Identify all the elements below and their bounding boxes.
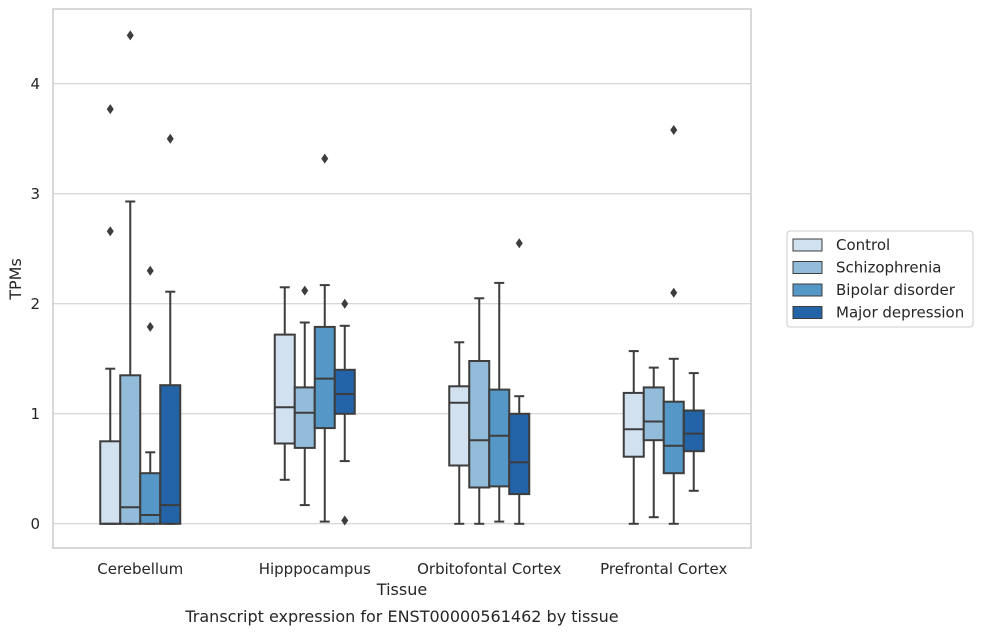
- x-tick-label: Hipppocampus: [259, 560, 371, 578]
- box-schizophrenia: [642, 366, 665, 519]
- box-body: [662, 400, 685, 475]
- outlier-marker: [301, 285, 309, 296]
- box-body: [682, 409, 705, 453]
- y-tick-label: 0: [30, 515, 40, 533]
- box-body: [119, 374, 142, 525]
- box-groups: [99, 30, 705, 526]
- outlier-marker: [106, 226, 114, 237]
- box-bipolar-disorder: [488, 281, 511, 523]
- outlier-marker: [670, 125, 678, 135]
- box-schizophrenia: [293, 285, 316, 507]
- y-tick-label: 4: [30, 75, 40, 93]
- outlier-marker: [146, 265, 154, 276]
- legend-frame: [786, 230, 974, 328]
- outlier-marker: [321, 153, 329, 164]
- box-schizophrenia: [468, 297, 491, 525]
- box-body: [139, 472, 162, 525]
- legend-label: Bipolar disorder: [836, 281, 956, 299]
- x-tick-label: Cerebellum: [97, 560, 183, 578]
- outlier-marker: [670, 287, 678, 298]
- legend-label: Major depression: [836, 304, 964, 322]
- outlier-marker: [106, 104, 114, 115]
- y-tick-label: 1: [30, 405, 40, 423]
- outlier-marker: [146, 321, 154, 332]
- box-control: [99, 104, 122, 525]
- box-body: [159, 384, 182, 525]
- box-body: [293, 386, 316, 449]
- x-tick-label: Prefrontal Cortex: [600, 560, 727, 578]
- box-body: [642, 386, 665, 442]
- chart-caption: Transcript expression for ENST0000056146…: [184, 607, 618, 626]
- box-body: [333, 368, 356, 415]
- y-tick-label: 2: [30, 295, 40, 313]
- gridlines: [53, 83, 751, 525]
- box-bipolar-disorder: [662, 125, 685, 525]
- box-body: [488, 388, 511, 488]
- outlier-marker: [166, 133, 174, 144]
- x-tick-label: Orbitofontal Cortex: [417, 560, 561, 578]
- legend-swatch: [792, 261, 823, 274]
- legend: Control Schizophrenia Bipolar disorder Majo…: [786, 230, 974, 328]
- box-major-depression: [333, 298, 356, 526]
- box-bipolar-disorder: [139, 265, 162, 525]
- outlier-marker: [515, 238, 523, 249]
- legend-label: Schizophrenia: [836, 259, 941, 277]
- y-tick-label: 3: [30, 185, 40, 203]
- legend-swatch: [792, 283, 823, 297]
- box-body: [508, 412, 531, 496]
- box-body: [448, 385, 471, 467]
- outlier-marker: [341, 515, 349, 526]
- box-control: [448, 341, 471, 525]
- plot-frame: [52, 8, 752, 549]
- box-body: [313, 325, 336, 430]
- y-axis-title: TPMs: [6, 258, 25, 301]
- box-schizophrenia: [119, 30, 142, 525]
- outlier-marker: [341, 298, 349, 309]
- legend-swatch: [792, 238, 823, 252]
- box-body: [273, 333, 296, 445]
- box-major-depression: [508, 238, 531, 525]
- legend-label: Control: [836, 236, 890, 254]
- box-body: [622, 391, 645, 458]
- box-body: [468, 360, 491, 489]
- box-bipolar-disorder: [313, 153, 336, 523]
- x-axis-title: Tissue: [376, 580, 427, 599]
- legend-swatch: [792, 306, 823, 319]
- y-tick-labels: 0 1 2 3 4: [30, 75, 40, 533]
- box-major-depression: [682, 372, 705, 492]
- box-control: [622, 350, 645, 525]
- outlier-marker: [126, 30, 134, 41]
- box-control: [273, 286, 296, 481]
- x-tick-labels: Cerebellum Hipppocampus Orbitofontal Corte…: [97, 560, 727, 578]
- box-body: [99, 440, 122, 525]
- box-major-depression: [159, 133, 182, 525]
